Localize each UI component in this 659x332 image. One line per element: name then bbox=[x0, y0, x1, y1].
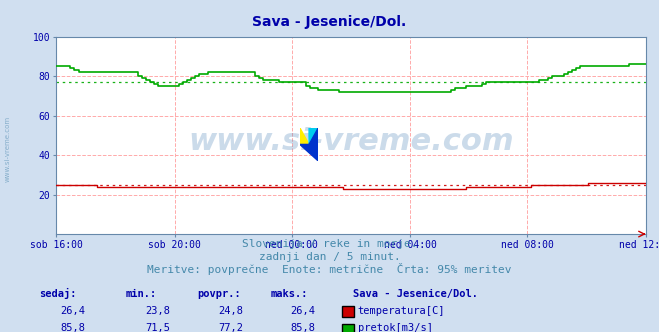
Text: Sava - Jesenice/Dol.: Sava - Jesenice/Dol. bbox=[353, 289, 478, 299]
Text: sedaj:: sedaj: bbox=[40, 288, 77, 299]
Text: Meritve: povprečne  Enote: metrične  Črta: 95% meritev: Meritve: povprečne Enote: metrične Črta:… bbox=[147, 263, 512, 275]
Polygon shape bbox=[300, 144, 318, 161]
Text: maks.:: maks.: bbox=[270, 289, 308, 299]
Text: 24,8: 24,8 bbox=[218, 306, 243, 316]
Text: Slovenija / reke in morje.: Slovenija / reke in morje. bbox=[242, 239, 417, 249]
Text: temperatura[C]: temperatura[C] bbox=[358, 306, 445, 316]
Text: Sava - Jesenice/Dol.: Sava - Jesenice/Dol. bbox=[252, 15, 407, 29]
Text: zadnji dan / 5 minut.: zadnji dan / 5 minut. bbox=[258, 252, 401, 262]
Text: www.si-vreme.com: www.si-vreme.com bbox=[188, 127, 514, 156]
Text: 26,4: 26,4 bbox=[291, 306, 316, 316]
Polygon shape bbox=[309, 128, 318, 144]
Text: povpr.:: povpr.: bbox=[198, 289, 241, 299]
Polygon shape bbox=[300, 128, 309, 144]
Text: 85,8: 85,8 bbox=[60, 323, 85, 332]
Text: www.si-vreme.com: www.si-vreme.com bbox=[5, 116, 11, 183]
Text: 77,2: 77,2 bbox=[218, 323, 243, 332]
Text: 71,5: 71,5 bbox=[146, 323, 171, 332]
Text: min.:: min.: bbox=[125, 289, 156, 299]
Text: 26,4: 26,4 bbox=[60, 306, 85, 316]
Text: 23,8: 23,8 bbox=[146, 306, 171, 316]
Text: 85,8: 85,8 bbox=[291, 323, 316, 332]
Text: pretok[m3/s]: pretok[m3/s] bbox=[358, 323, 433, 332]
Polygon shape bbox=[309, 128, 318, 161]
